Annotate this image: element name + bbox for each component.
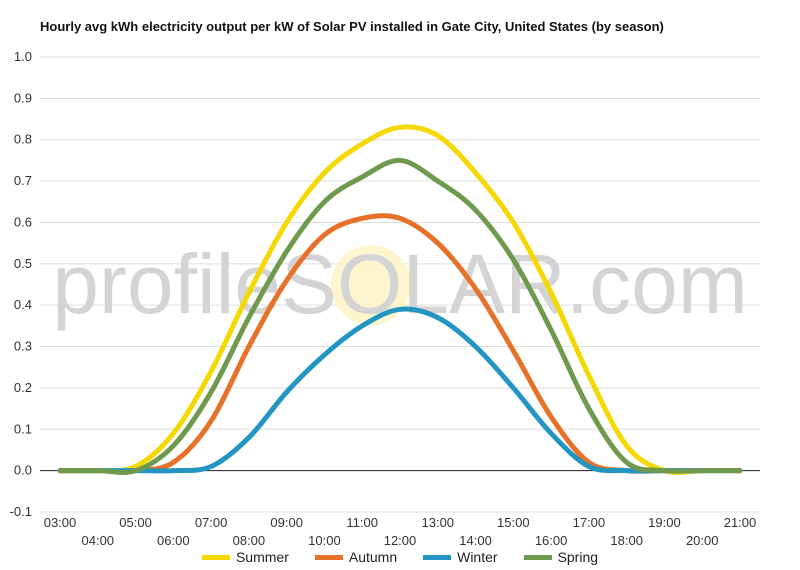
legend-swatch <box>423 554 452 560</box>
legend-label: Summer <box>235 549 289 565</box>
legend-swatch <box>523 554 552 560</box>
x-tick-label: 05:00 <box>119 515 152 530</box>
watermark-sun-icon <box>331 245 411 325</box>
y-tick-label: 0.2 <box>14 380 32 395</box>
y-tick-label: 0.5 <box>14 256 32 271</box>
x-tick-label: 11:00 <box>346 515 378 530</box>
y-tick-label: 0.1 <box>14 421 32 436</box>
x-tick-label: 18:00 <box>610 533 643 548</box>
y-tick-label: 0.0 <box>14 463 32 478</box>
chart-title: Hourly avg kWh electricity output per kW… <box>40 19 664 34</box>
watermark-text: profileSOLAR.com <box>52 237 748 331</box>
x-tick-label: 14:00 <box>459 533 492 548</box>
x-tick-label: 20:00 <box>686 533 719 548</box>
y-tick-label: 0.3 <box>14 339 32 354</box>
legend-item-autumn[interactable]: Autumn <box>314 549 398 565</box>
x-tick-label: 10:00 <box>308 533 341 548</box>
x-tick-label: 17:00 <box>573 515 606 530</box>
x-tick-label: 09:00 <box>270 515 303 530</box>
x-tick-label: 19:00 <box>648 515 681 530</box>
legend-item-winter[interactable]: Winter <box>423 549 498 565</box>
series-line-winter <box>57 306 743 474</box>
y-tick-label: 0.9 <box>14 90 32 105</box>
legend-item-summer[interactable]: Summer <box>201 549 289 565</box>
y-tick-label: -0.1 <box>10 504 32 519</box>
legend-label: Winter <box>457 549 498 565</box>
series-lines <box>57 124 743 475</box>
x-tick-label: 04:00 <box>82 533 115 548</box>
legend-item-spring[interactable]: Spring <box>523 549 599 565</box>
watermark: profileSOLAR.com <box>52 237 748 331</box>
y-axis-ticks: 1.0 0.9 0.8 0.7 0.6 0.5 0.4 0.3 0.2 0.1 0.0 -0.1 <box>10 49 32 519</box>
y-tick-label: 0.8 <box>14 132 32 147</box>
legend-swatch <box>314 554 343 560</box>
x-tick-label: 07:00 <box>195 515 228 530</box>
legend: Summer Autumn Winter Spring <box>0 549 800 565</box>
y-tick-label: 1.0 <box>14 49 32 64</box>
x-tick-label: 13:00 <box>422 515 455 530</box>
y-tick-label: 0.7 <box>14 173 32 188</box>
series-line-spring <box>57 157 743 475</box>
legend-label: Spring <box>557 549 599 565</box>
x-tick-label: 03:00 <box>44 515 77 530</box>
x-tick-label: 16:00 <box>535 533 568 548</box>
x-tick-label: 08:00 <box>233 533 266 548</box>
x-tick-label: 15:00 <box>497 515 530 530</box>
x-tick-label: 21:00 <box>724 515 757 530</box>
y-tick-label: 0.6 <box>14 214 32 229</box>
x-tick-label: 06:00 <box>157 533 190 548</box>
series-line-summer <box>57 124 743 475</box>
y-tick-label: 0.4 <box>14 297 32 312</box>
x-axis-ticks: 03:00 04:00 05:00 06:00 07:00 08:00 09:00 10:00… <box>44 515 757 548</box>
legend-swatch <box>201 554 230 560</box>
legend-label: Autumn <box>348 549 398 565</box>
x-tick-label: 12:00 <box>384 533 417 548</box>
